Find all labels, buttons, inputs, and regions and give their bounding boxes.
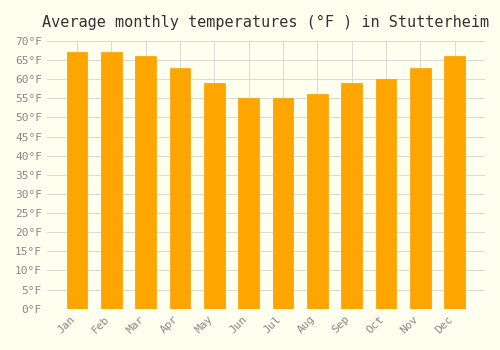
Bar [204,83,225,309]
Bar [273,98,293,309]
Bar [444,56,465,309]
Bar [136,56,156,309]
Bar [307,94,328,309]
Bar [101,52,121,309]
Bar [376,79,396,309]
Bar [342,83,362,309]
Bar [170,68,190,309]
Bar [238,98,259,309]
Title: Average monthly temperatures (°F ) in Stutterheim: Average monthly temperatures (°F ) in St… [42,15,490,30]
Bar [410,68,430,309]
Bar [67,52,87,309]
